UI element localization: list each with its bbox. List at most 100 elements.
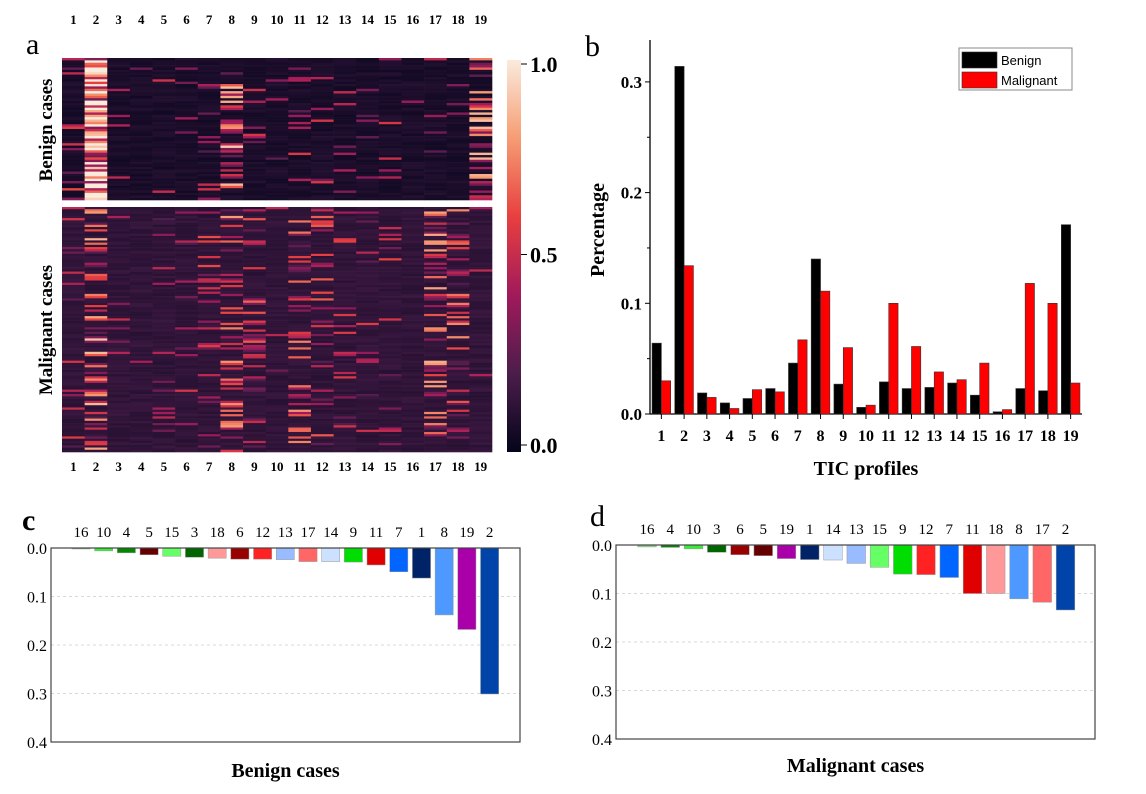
heatmap-cell xyxy=(356,185,380,189)
heatmap-cell xyxy=(424,260,448,263)
heatmap-cell xyxy=(84,367,108,370)
heatmap-cell xyxy=(469,394,493,397)
heatmap-cell xyxy=(446,418,470,422)
heatmap-cell xyxy=(310,176,334,179)
heatmap-cell xyxy=(288,110,312,113)
heatmap-cell xyxy=(356,427,380,431)
heatmap-cell xyxy=(469,76,493,80)
heatmap-cell xyxy=(401,278,425,281)
heatmap-cell xyxy=(84,227,108,230)
heatmap-cell xyxy=(288,400,312,404)
heatmap-cell xyxy=(356,131,380,135)
heatmap-cell xyxy=(84,296,108,299)
bar-category-label: 17 xyxy=(301,525,317,541)
heatmap-cell xyxy=(265,398,289,402)
heatmap-cell xyxy=(469,284,493,288)
heatmap-cell xyxy=(62,79,85,82)
heatmap-cell xyxy=(107,374,131,377)
heatmap-cell xyxy=(333,190,357,194)
heatmap-cell xyxy=(152,138,176,142)
heatmap-cell xyxy=(84,178,108,182)
heatmap-cell xyxy=(107,362,131,366)
heatmap-cell xyxy=(310,218,334,221)
heatmap-cell xyxy=(310,311,334,315)
heatmap-cell xyxy=(310,256,334,259)
heatmap-cell xyxy=(446,117,470,120)
heatmap-cell xyxy=(356,333,380,337)
heatmap-cell xyxy=(310,86,334,90)
heatmap-cell xyxy=(333,313,357,317)
heatmap-cell xyxy=(401,150,425,153)
heatmap-cell xyxy=(469,320,493,324)
heatmap-cell xyxy=(378,405,402,408)
heatmap-cell xyxy=(152,329,176,333)
heatmap-cell xyxy=(288,414,312,417)
bar-malignant xyxy=(1002,409,1013,415)
x-tick-label: 19 xyxy=(1063,428,1079,445)
heatmap-cell xyxy=(265,367,289,370)
heatmap-cell xyxy=(152,431,176,435)
heatmap-cell xyxy=(446,169,470,172)
bar-category-label: 7 xyxy=(395,525,403,541)
bar-category-label: 3 xyxy=(713,522,721,538)
heatmap-cell xyxy=(469,107,493,111)
heatmap-cell xyxy=(107,110,131,113)
heatmap-cell xyxy=(424,271,448,275)
heatmap-cell xyxy=(356,62,380,66)
heatmap-cell xyxy=(243,287,266,290)
heatmap-cell xyxy=(107,231,131,235)
heatmap-cell xyxy=(62,65,85,68)
bar-benign xyxy=(992,411,1003,415)
heatmap-cell xyxy=(401,405,425,408)
heatmap-cell xyxy=(333,438,357,442)
heatmap-cell xyxy=(424,356,448,359)
bar-benign xyxy=(765,388,776,415)
heatmap-cell xyxy=(197,309,221,312)
heatmap-cell xyxy=(310,276,334,279)
heatmap-cell xyxy=(401,394,425,397)
heatmap-cell xyxy=(129,240,153,243)
heatmap-cell xyxy=(310,215,334,219)
heatmap-cell xyxy=(333,84,357,87)
heatmap-cell xyxy=(469,267,493,270)
heatmap-cell xyxy=(197,185,221,189)
heatmap-cell xyxy=(401,407,425,410)
heatmap-cell xyxy=(356,331,380,335)
heatmap-cell xyxy=(152,271,176,275)
heatmap-cell xyxy=(197,447,221,451)
heatmap-cell xyxy=(424,289,448,292)
heatmap-cell xyxy=(107,129,131,132)
heatmap-cell xyxy=(265,105,289,108)
heatmap-cell xyxy=(469,296,493,299)
heatmap-cell xyxy=(469,365,493,368)
heatmap-cell xyxy=(84,287,108,290)
colorbar-ticks: 0.00.51.0 xyxy=(521,52,558,458)
heatmap-cell xyxy=(197,72,221,75)
heatmap-cell xyxy=(424,91,448,94)
heatmap-cell xyxy=(129,340,153,344)
heatmap-cell xyxy=(310,152,334,156)
heatmap-cell xyxy=(220,287,244,290)
heatmap-cell xyxy=(62,345,85,348)
heatmap-cell xyxy=(175,102,199,106)
heatmap-cell xyxy=(333,159,357,163)
heatmap-cell xyxy=(62,233,85,237)
heatmap-cell xyxy=(243,176,266,179)
bar-category-label: 1 xyxy=(806,522,814,538)
heatmap-cell xyxy=(424,65,448,68)
heatmap-cell xyxy=(356,267,380,270)
heatmap-cell xyxy=(62,235,85,239)
heatmap-cell xyxy=(197,102,221,106)
heatmap-cell xyxy=(197,416,221,419)
heatmap-cell xyxy=(288,349,312,353)
heatmap-cell xyxy=(197,427,221,431)
heatmap-cell xyxy=(356,411,380,415)
heatmap-cell xyxy=(175,443,199,446)
heatmap-cell xyxy=(197,396,221,399)
heatmap-cell xyxy=(197,307,221,310)
heatmap-cell xyxy=(424,291,448,295)
heatmap-cell xyxy=(310,376,334,379)
heatmap-cell xyxy=(175,278,199,281)
heatmap-cell xyxy=(356,418,380,422)
heatmap-cell xyxy=(129,86,153,90)
